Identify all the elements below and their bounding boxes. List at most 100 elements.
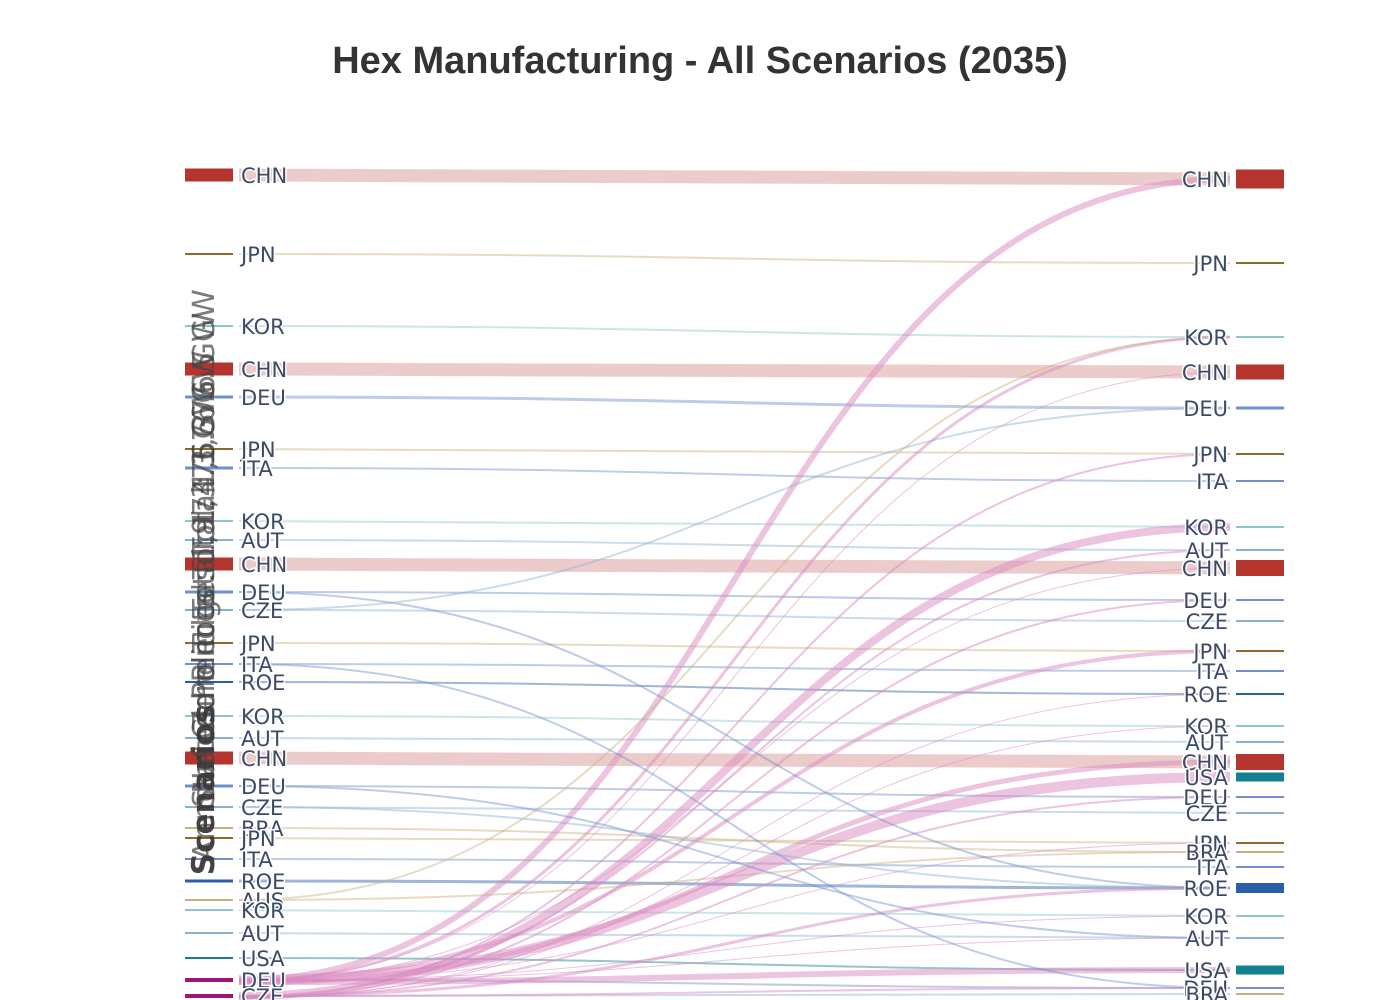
flow-link[interactable] [238, 663, 1231, 989]
right-node-deu[interactable] [1236, 406, 1284, 410]
left-node-cze[interactable] [185, 609, 233, 611]
flow-link[interactable] [238, 886, 1231, 998]
right-node-chn[interactable] [1236, 364, 1284, 380]
flow-link[interactable] [238, 663, 1231, 672]
right-node-aut[interactable] [1236, 549, 1284, 551]
flow-link[interactable] [238, 609, 1231, 622]
right-node-roe[interactable] [1236, 693, 1284, 695]
flow-link[interactable] [238, 681, 1231, 695]
flow-link[interactable] [238, 448, 1231, 455]
left-node-aus[interactable] [185, 899, 233, 901]
flow-link[interactable] [238, 987, 1231, 997]
flow-link[interactable] [238, 806, 1231, 889]
flow-link[interactable] [238, 467, 1231, 482]
right-node-chn[interactable] [1236, 169, 1284, 189]
flow-link[interactable] [238, 693, 1231, 999]
left-node-cze[interactable] [185, 806, 233, 808]
flow-link[interactable] [238, 539, 1231, 551]
left-node-ita[interactable] [185, 466, 233, 470]
flow-link[interactable] [238, 176, 1231, 983]
flow-link[interactable] [238, 335, 1231, 983]
flow-link[interactable] [238, 520, 1231, 528]
left-node-chn[interactable] [185, 168, 233, 182]
flow-link[interactable] [238, 371, 1231, 982]
right-node-jpn[interactable] [1236, 453, 1284, 455]
flow-link[interactable] [238, 785, 1231, 939]
right-node-chn[interactable] [1236, 560, 1284, 576]
flow-link[interactable] [238, 842, 1231, 983]
right-node-usa[interactable] [1236, 965, 1284, 975]
left-node-ita[interactable] [185, 663, 233, 665]
flow-link[interactable] [238, 591, 1231, 889]
flow-link[interactable] [238, 362, 1231, 379]
flow-link[interactable] [238, 837, 1231, 844]
left-node-roe[interactable] [185, 681, 233, 683]
flow-link[interactable] [238, 915, 1231, 982]
flow-link[interactable] [238, 557, 1231, 575]
flow-link[interactable] [238, 549, 1231, 997]
flow-link[interactable] [238, 395, 1231, 410]
right-node-jpn[interactable] [1236, 262, 1284, 264]
left-node-aut[interactable] [185, 932, 233, 934]
right-node-ita[interactable] [1236, 866, 1284, 868]
flow-link[interactable] [238, 649, 1231, 982]
right-node-kor[interactable] [1236, 915, 1284, 917]
left-node-kor[interactable] [185, 715, 233, 717]
flow-link[interactable] [238, 715, 1231, 727]
left-node-deu[interactable] [185, 978, 233, 982]
flow-link[interactable] [238, 858, 1231, 868]
right-node-cze[interactable] [1236, 812, 1284, 814]
left-node-deu[interactable] [185, 395, 233, 399]
left-node-chn[interactable] [185, 362, 233, 376]
right-node-bra[interactable] [1236, 993, 1284, 995]
flow-link[interactable] [238, 932, 1231, 939]
right-node-roe[interactable] [1236, 883, 1284, 893]
left-node-kor[interactable] [185, 909, 233, 911]
flow-link[interactable] [238, 806, 1231, 814]
flow-link[interactable] [238, 253, 1231, 264]
flow-link[interactable] [238, 325, 1231, 338]
left-node-aut[interactable] [185, 539, 233, 541]
left-node-jpn[interactable] [185, 448, 233, 450]
flow-link[interactable] [238, 407, 1231, 611]
flow-link[interactable] [238, 168, 1231, 186]
left-node-jpn[interactable] [185, 253, 233, 255]
left-node-chn[interactable] [185, 751, 233, 765]
flow-link[interactable] [238, 336, 1231, 901]
right-node-jpn[interactable] [1236, 650, 1284, 652]
left-node-chn[interactable] [185, 557, 233, 571]
left-node-usa[interactable] [185, 957, 233, 959]
flow-link[interactable] [238, 796, 1231, 998]
right-node-deu[interactable] [1236, 796, 1284, 798]
left-node-jpn[interactable] [185, 642, 233, 644]
left-node-roe[interactable] [185, 879, 233, 883]
left-node-ita[interactable] [185, 858, 233, 860]
right-node-cze[interactable] [1236, 620, 1284, 622]
right-node-kor[interactable] [1236, 526, 1284, 528]
left-node-kor[interactable] [185, 520, 233, 522]
flow-link[interactable] [238, 785, 1231, 798]
right-node-deu[interactable] [1236, 987, 1284, 989]
left-node-deu[interactable] [185, 590, 233, 594]
left-node-deu[interactable] [185, 784, 233, 788]
right-node-aut[interactable] [1236, 741, 1284, 743]
flow-link[interactable] [238, 967, 1231, 985]
flow-link[interactable] [238, 642, 1231, 652]
right-node-kor[interactable] [1236, 336, 1284, 338]
right-node-deu[interactable] [1236, 599, 1284, 601]
flow-link[interactable] [238, 567, 1231, 982]
right-node-kor[interactable] [1236, 725, 1284, 727]
left-node-bra[interactable] [185, 827, 233, 829]
right-node-aut[interactable] [1236, 937, 1284, 939]
flow-link[interactable] [238, 937, 1231, 982]
flow-link[interactable] [238, 591, 1231, 601]
right-node-jpn[interactable] [1236, 842, 1284, 844]
left-node-cze[interactable] [185, 994, 233, 998]
right-node-ita[interactable] [1236, 480, 1284, 482]
left-node-aut[interactable] [185, 737, 233, 739]
right-node-chn[interactable] [1236, 754, 1284, 770]
right-node-bra[interactable] [1236, 851, 1284, 853]
right-node-ita[interactable] [1236, 670, 1284, 672]
left-node-kor[interactable] [185, 325, 233, 327]
right-node-usa[interactable] [1236, 772, 1284, 782]
